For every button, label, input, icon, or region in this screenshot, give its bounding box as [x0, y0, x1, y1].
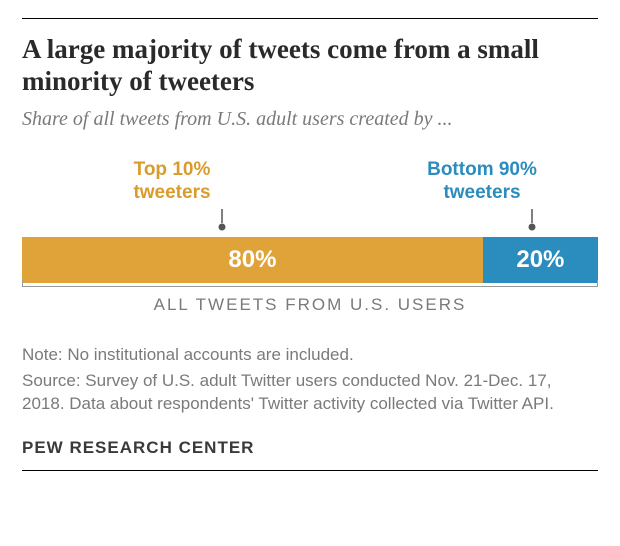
note-text: Note: No institutional accounts are incl… [22, 343, 598, 367]
bottom-rule [22, 470, 598, 471]
chart-subtitle: Share of all tweets from U.S. adult user… [22, 108, 598, 131]
axis-label: ALL TWEETS FROM U.S. USERS [22, 295, 598, 315]
footer-notes: Note: No institutional accounts are incl… [22, 343, 598, 416]
source-text: Source: Survey of U.S. adult Twitter use… [22, 369, 598, 417]
bar-segment-top10: 80% [22, 237, 483, 283]
bar-segment-value: 80% [228, 246, 276, 274]
bar-segment-value: 20% [516, 246, 564, 274]
axis-bracket [22, 286, 598, 294]
segment-label-bottom90: Bottom 90% tweeters [427, 159, 537, 205]
bar-segment-bottom90: 20% [483, 237, 598, 283]
pointer-top10 [216, 209, 228, 231]
segment-label-top10: Top 10% tweeters [133, 159, 210, 205]
top-rule [22, 18, 598, 19]
pointer-bottom90 [526, 209, 538, 231]
segment-label-text: Bottom 90% [427, 159, 537, 180]
stacked-bar: 80% 20% [22, 237, 598, 283]
chart-title: A large majority of tweets come from a s… [22, 33, 598, 98]
segment-label-text: Top 10% [134, 159, 211, 180]
segment-label-text: tweeters [133, 182, 210, 203]
segment-label-text: tweeters [443, 182, 520, 203]
org-attribution: PEW RESEARCH CENTER [22, 438, 598, 458]
stacked-bar-chart: Top 10% tweeters Bottom 90% tweeters 80%… [22, 159, 598, 339]
